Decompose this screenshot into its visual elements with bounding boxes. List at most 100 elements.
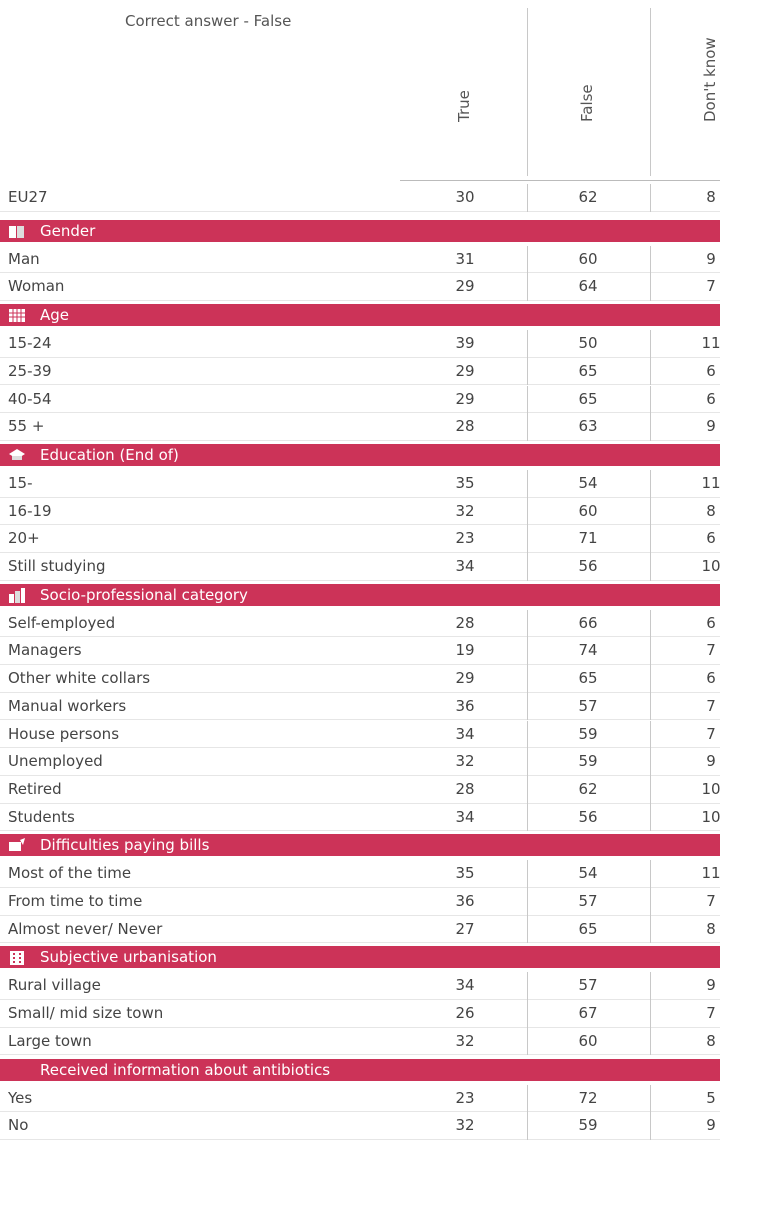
- table-row: [0, 498, 720, 526]
- column-separator: [650, 8, 651, 176]
- column-separator: [527, 1027, 528, 1056]
- cell-value: 7: [706, 724, 716, 743]
- cell-value: 54: [578, 473, 598, 492]
- group-header: Received information about antibiotics: [0, 1058, 720, 1081]
- row-label: 15-: [8, 473, 33, 492]
- column-separator: [527, 637, 528, 666]
- cell-value: 32: [455, 752, 475, 771]
- column-separator: [527, 553, 528, 581]
- cell-value: 29: [455, 669, 475, 688]
- row-label: 55 +: [8, 417, 45, 436]
- column-separator: [650, 1084, 651, 1113]
- row-label: 20+: [8, 529, 40, 548]
- cell-value: 50: [578, 334, 598, 353]
- column-separator: [650, 385, 651, 414]
- cell-value: 65: [578, 669, 598, 688]
- cell-value: 29: [455, 361, 475, 380]
- group-header: Difficulties paying bills: [0, 834, 720, 857]
- cell-value: 67: [578, 1004, 598, 1023]
- column-separator: [527, 860, 528, 888]
- column-separator: [527, 8, 528, 176]
- cell-value: 56: [578, 557, 598, 575]
- group-header: Socio-professional category: [0, 583, 720, 606]
- group-icon: [9, 448, 25, 460]
- cell-value: 59: [578, 752, 598, 771]
- column-separator: [650, 888, 651, 916]
- row-label: Yes: [8, 1088, 33, 1107]
- column-header: Don't know: [701, 37, 719, 122]
- table-row: [0, 637, 720, 666]
- column-separator: [527, 775, 528, 804]
- cell-value: 19: [455, 641, 475, 660]
- column-separator: [527, 1084, 528, 1113]
- cell-value: 57: [578, 892, 598, 910]
- table-row: [0, 610, 720, 638]
- column-separator: [527, 665, 528, 693]
- table-row: [0, 246, 720, 274]
- cell-value: 32: [455, 501, 475, 520]
- column-separator: [650, 860, 651, 888]
- column-separator: [650, 1000, 651, 1028]
- column-separator: [650, 1112, 651, 1140]
- row-label: From time to time: [8, 892, 143, 910]
- cell-value: 31: [455, 249, 475, 268]
- row-label: Almost never/ Never: [8, 919, 163, 938]
- group-icon: [9, 225, 24, 238]
- column-separator: [527, 330, 528, 358]
- group-header: Gender: [0, 219, 720, 242]
- group-title: Socio-professional category: [40, 585, 248, 604]
- column-separator: [527, 803, 528, 832]
- cell-value: 23: [455, 529, 475, 548]
- row-label: EU27: [8, 188, 48, 206]
- column-header: False: [578, 84, 596, 122]
- cell-value: 6: [706, 389, 716, 408]
- cell-value: 63: [578, 417, 598, 436]
- row-label: Large town: [8, 1031, 92, 1050]
- cell-value: 6: [706, 361, 716, 380]
- column-separator: [527, 497, 528, 526]
- cell-value: 10: [701, 557, 721, 575]
- group-icon: [9, 309, 25, 323]
- cell-value: 9: [706, 249, 716, 268]
- column-separator: [650, 357, 651, 386]
- cell-value: 59: [578, 1116, 598, 1135]
- cell-value: 34: [455, 557, 475, 575]
- row-label: Rural village: [8, 976, 101, 995]
- cell-value: 65: [578, 389, 598, 408]
- cell-value: 9: [706, 976, 716, 995]
- column-separator: [650, 469, 651, 498]
- table-row: [0, 776, 720, 804]
- cell-value: 64: [578, 277, 598, 296]
- column-separator: [527, 609, 528, 638]
- cell-value: 60: [578, 249, 598, 268]
- column-separator: [527, 273, 528, 302]
- group-title: Received information about antibiotics: [40, 1060, 331, 1079]
- column-separator: [527, 1000, 528, 1028]
- table-row: [0, 525, 720, 553]
- table-row: [0, 184, 720, 212]
- table-row: [0, 665, 720, 693]
- cell-value: 8: [706, 501, 716, 520]
- cell-value: 32: [455, 1116, 475, 1135]
- cell-value: 8: [706, 1031, 716, 1050]
- row-label: Small/ mid size town: [8, 1004, 164, 1023]
- column-separator: [650, 665, 651, 693]
- column-separator: [527, 184, 528, 212]
- row-label: Manual workers: [8, 696, 127, 715]
- table-row: [0, 1028, 720, 1056]
- row-label: 15-24: [8, 334, 52, 353]
- cell-value: 72: [578, 1088, 598, 1107]
- table-row: [0, 693, 720, 721]
- group-title: Age: [40, 306, 70, 325]
- cell-value: 57: [578, 976, 598, 995]
- cell-value: 74: [578, 641, 598, 660]
- cell-value: 28: [455, 417, 475, 436]
- column-separator: [527, 972, 528, 1001]
- cell-value: 34: [455, 976, 475, 995]
- column-separator: [650, 972, 651, 1001]
- cell-value: 35: [455, 864, 475, 883]
- row-label: Students: [8, 807, 75, 826]
- column-separator: [650, 413, 651, 441]
- cell-value: 65: [578, 361, 598, 380]
